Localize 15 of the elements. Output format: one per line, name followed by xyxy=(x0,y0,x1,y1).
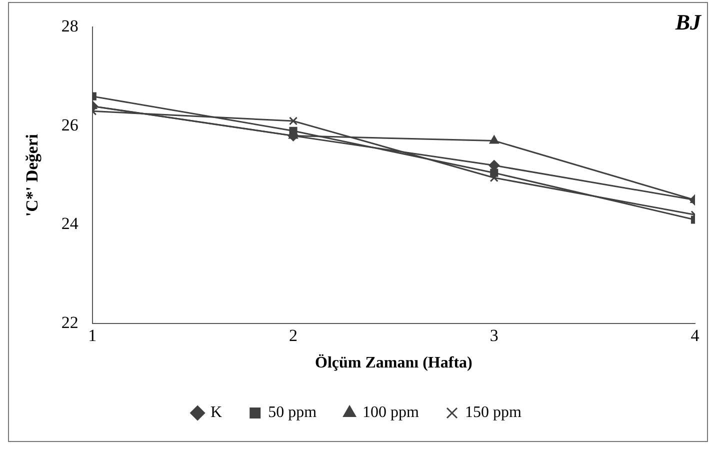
legend-label: 50 ppm xyxy=(268,404,318,422)
x-tick-label: 3 xyxy=(490,326,498,346)
y-tick-label: 26 xyxy=(61,115,78,134)
annotation: BJ xyxy=(674,10,702,35)
x-tick-label: 2 xyxy=(289,326,298,346)
x-axis-title: Ölçüm Zamanı (Hafta) xyxy=(315,354,472,372)
y-tick-label: 24 xyxy=(61,214,79,234)
y-tick-label: 28 xyxy=(61,16,78,36)
legend-label: 150 ppm xyxy=(465,404,522,422)
x-tick-label: 1 xyxy=(88,326,97,346)
legend-label: K xyxy=(210,404,223,422)
y-tick-label: 22 xyxy=(61,312,78,332)
y-axis-title: 'C*' Değeri xyxy=(22,134,42,217)
legend-label: 100 ppm xyxy=(362,404,420,422)
x-tick-label: 4 xyxy=(690,326,700,346)
